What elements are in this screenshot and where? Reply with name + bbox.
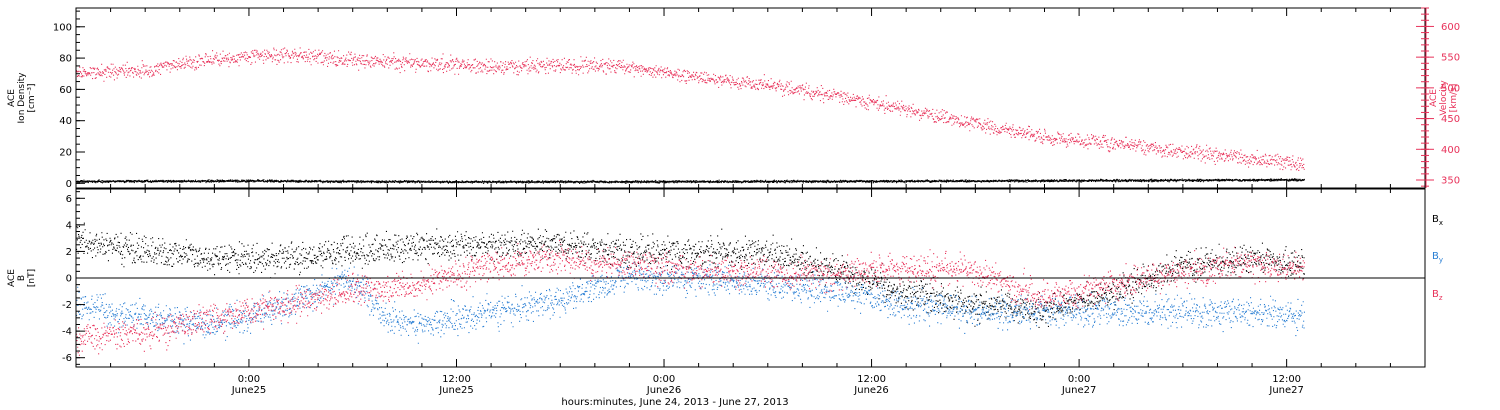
density-axis-tick-label: 0 — [66, 179, 72, 190]
density-axis-tick-label: 100 — [53, 22, 72, 33]
x-tick-date: June26 — [646, 385, 682, 396]
legend-by: By — [1432, 251, 1443, 264]
legend-by-subscript: y — [1439, 256, 1443, 264]
x-axis-caption: hours:minutes, June 24, 2013 - June 27, … — [561, 397, 788, 408]
b-axis-tick-label: 2 — [66, 247, 72, 258]
b-axis-tick-label: 4 — [66, 220, 72, 231]
velocity-axis-tick-label: 450 — [1441, 114, 1460, 125]
density-axis-title-line: [cm⁻³] — [27, 83, 37, 112]
top-panel-frame — [75, 7, 1426, 189]
b-axis-tick-label: 6 — [66, 194, 72, 205]
velocity-axis-title-line: Velocity — [1439, 80, 1449, 116]
legend-bx-label: B — [1432, 214, 1439, 225]
x-tick-time: 0:00 — [653, 374, 675, 385]
velocity-axis-tick-label: 400 — [1441, 145, 1460, 156]
x-tick-time: 0:00 — [1068, 374, 1090, 385]
x-tick-time: 0:00 — [238, 374, 260, 385]
x-tick-date: June27 — [1061, 385, 1097, 396]
b-axis-tick-label: -4 — [62, 327, 72, 338]
velocity-axis-tick-label: 550 — [1441, 53, 1460, 64]
b-axis-title-line: [nT] — [27, 269, 37, 287]
density-axis-tick-label: 40 — [59, 116, 72, 127]
density-axis-tick-label: 60 — [59, 85, 72, 96]
density-axis-title-line: ACE — [7, 89, 17, 107]
b-axis-tick-label: 0 — [66, 274, 72, 285]
legend-bz: Bz — [1432, 289, 1443, 302]
x-tick-time: 12:00 — [442, 374, 471, 385]
b-axis-tick-label: -6 — [62, 353, 72, 364]
x-tick-time: 12:00 — [857, 374, 886, 385]
x-tick-time: 12:00 — [1272, 374, 1301, 385]
b-by-series — [76, 262, 1305, 345]
legend-by-label: B — [1432, 251, 1439, 262]
legend-bx-subscript: x — [1439, 219, 1443, 227]
legend-bz-subscript: z — [1439, 294, 1443, 302]
velocity-axis-title-line: [km/s] — [1449, 84, 1459, 113]
density-axis-tick-label: 20 — [59, 148, 72, 159]
density-axis-title-line: Ion Density — [17, 72, 27, 124]
x-tick-date: June26 — [853, 385, 889, 396]
frame-layer — [75, 7, 1434, 368]
b-axis-title-line: ACE — [7, 269, 17, 287]
velocity-axis-tick-label: 600 — [1441, 22, 1460, 33]
x-tick-date: June25 — [438, 385, 474, 396]
density-series — [76, 178, 1305, 184]
velocity-axis-title-line: ACE — [1429, 89, 1439, 107]
velocity-axis-tick-label: 500 — [1441, 83, 1460, 94]
b-axis-tick-label: -2 — [62, 300, 72, 311]
legend-bx: Bx — [1432, 214, 1443, 227]
density-axis-tick-label: 80 — [59, 54, 72, 65]
text-layer: 0 20 40 60 80 100 350 400 450 500 550 600 -6 -4 -2 0 2 4 6… — [7, 22, 1460, 408]
b-bx-series — [76, 222, 1305, 328]
velocity-series — [76, 47, 1305, 171]
x-tick-date: June27 — [1268, 385, 1304, 396]
x-tick-date: June25 — [231, 385, 267, 396]
b-axis-title-line: B — [17, 275, 27, 281]
velocity-axis-tick-label: 350 — [1441, 176, 1460, 187]
data-layer — [76, 47, 1305, 356]
legend-bz-label: B — [1432, 289, 1439, 300]
